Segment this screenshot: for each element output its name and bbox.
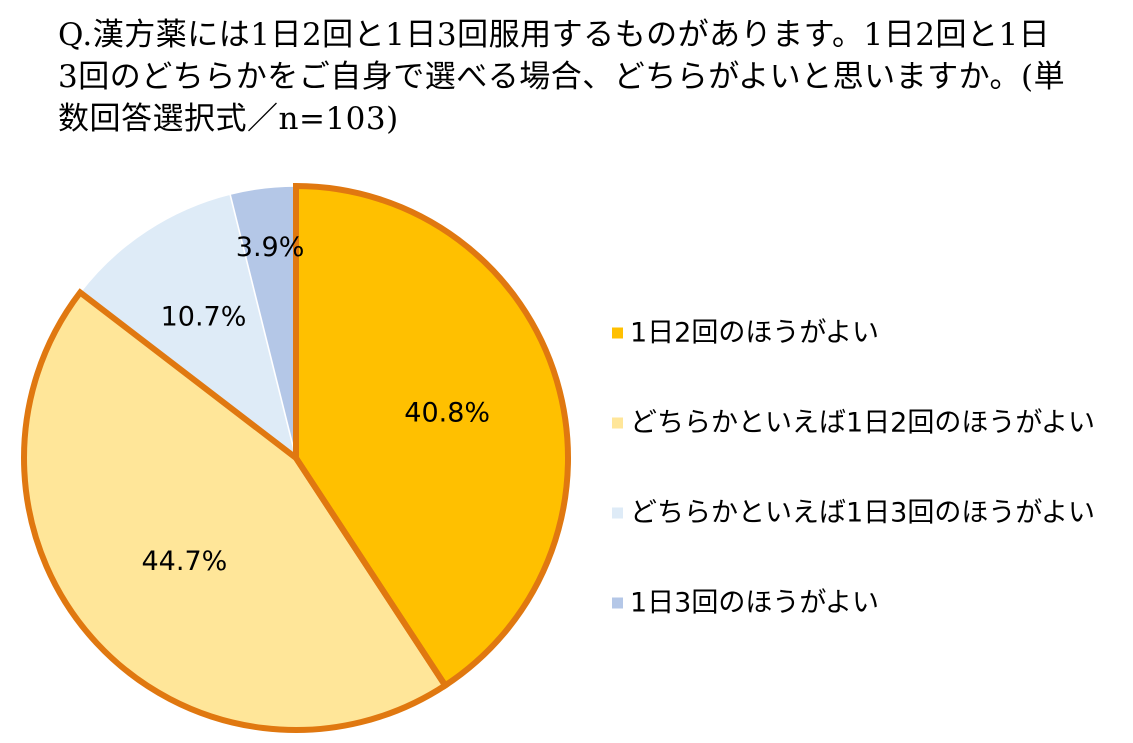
legend-marker-twice-daily	[612, 327, 623, 339]
legend-marker-leaning-twice-daily	[612, 417, 623, 429]
legend-marker-thrice-daily	[612, 597, 623, 609]
legend: 1日2回のほうがよいどちらかといえば1日2回のほうがよいどちらかといえば1日3回…	[612, 318, 1095, 619]
legend-marker-leaning-thrice-daily	[612, 507, 623, 519]
data-label-twice-daily: 40.8%	[404, 397, 490, 428]
legend-label-twice-daily: 1日2回のほうがよい	[630, 318, 879, 349]
pie-slice-leaning-thrice-daily	[79, 193, 298, 460]
legend-label-thrice-daily: 1日3回のほうがよい	[630, 588, 879, 619]
legend-label-leaning-twice-daily: どちらかといえば1日2回のほうがよい	[630, 408, 1095, 439]
question-title: Q.漢方薬には1日2回と1日3回服用するものがあります。1日2回と1日3回のどち…	[58, 17, 1066, 137]
data-label-leaning-thrice-daily: 10.7%	[161, 302, 247, 333]
data-label-thrice-daily: 3.9%	[236, 232, 305, 263]
highlight-outline-leaning-twice-daily	[21, 288, 450, 733]
data-label-leaning-twice-daily: 44.7%	[142, 546, 228, 577]
legend-label-leaning-thrice-daily: どちらかといえば1日3回のほうがよい	[630, 498, 1095, 529]
highlight-outline-twice-daily	[293, 182, 571, 690]
